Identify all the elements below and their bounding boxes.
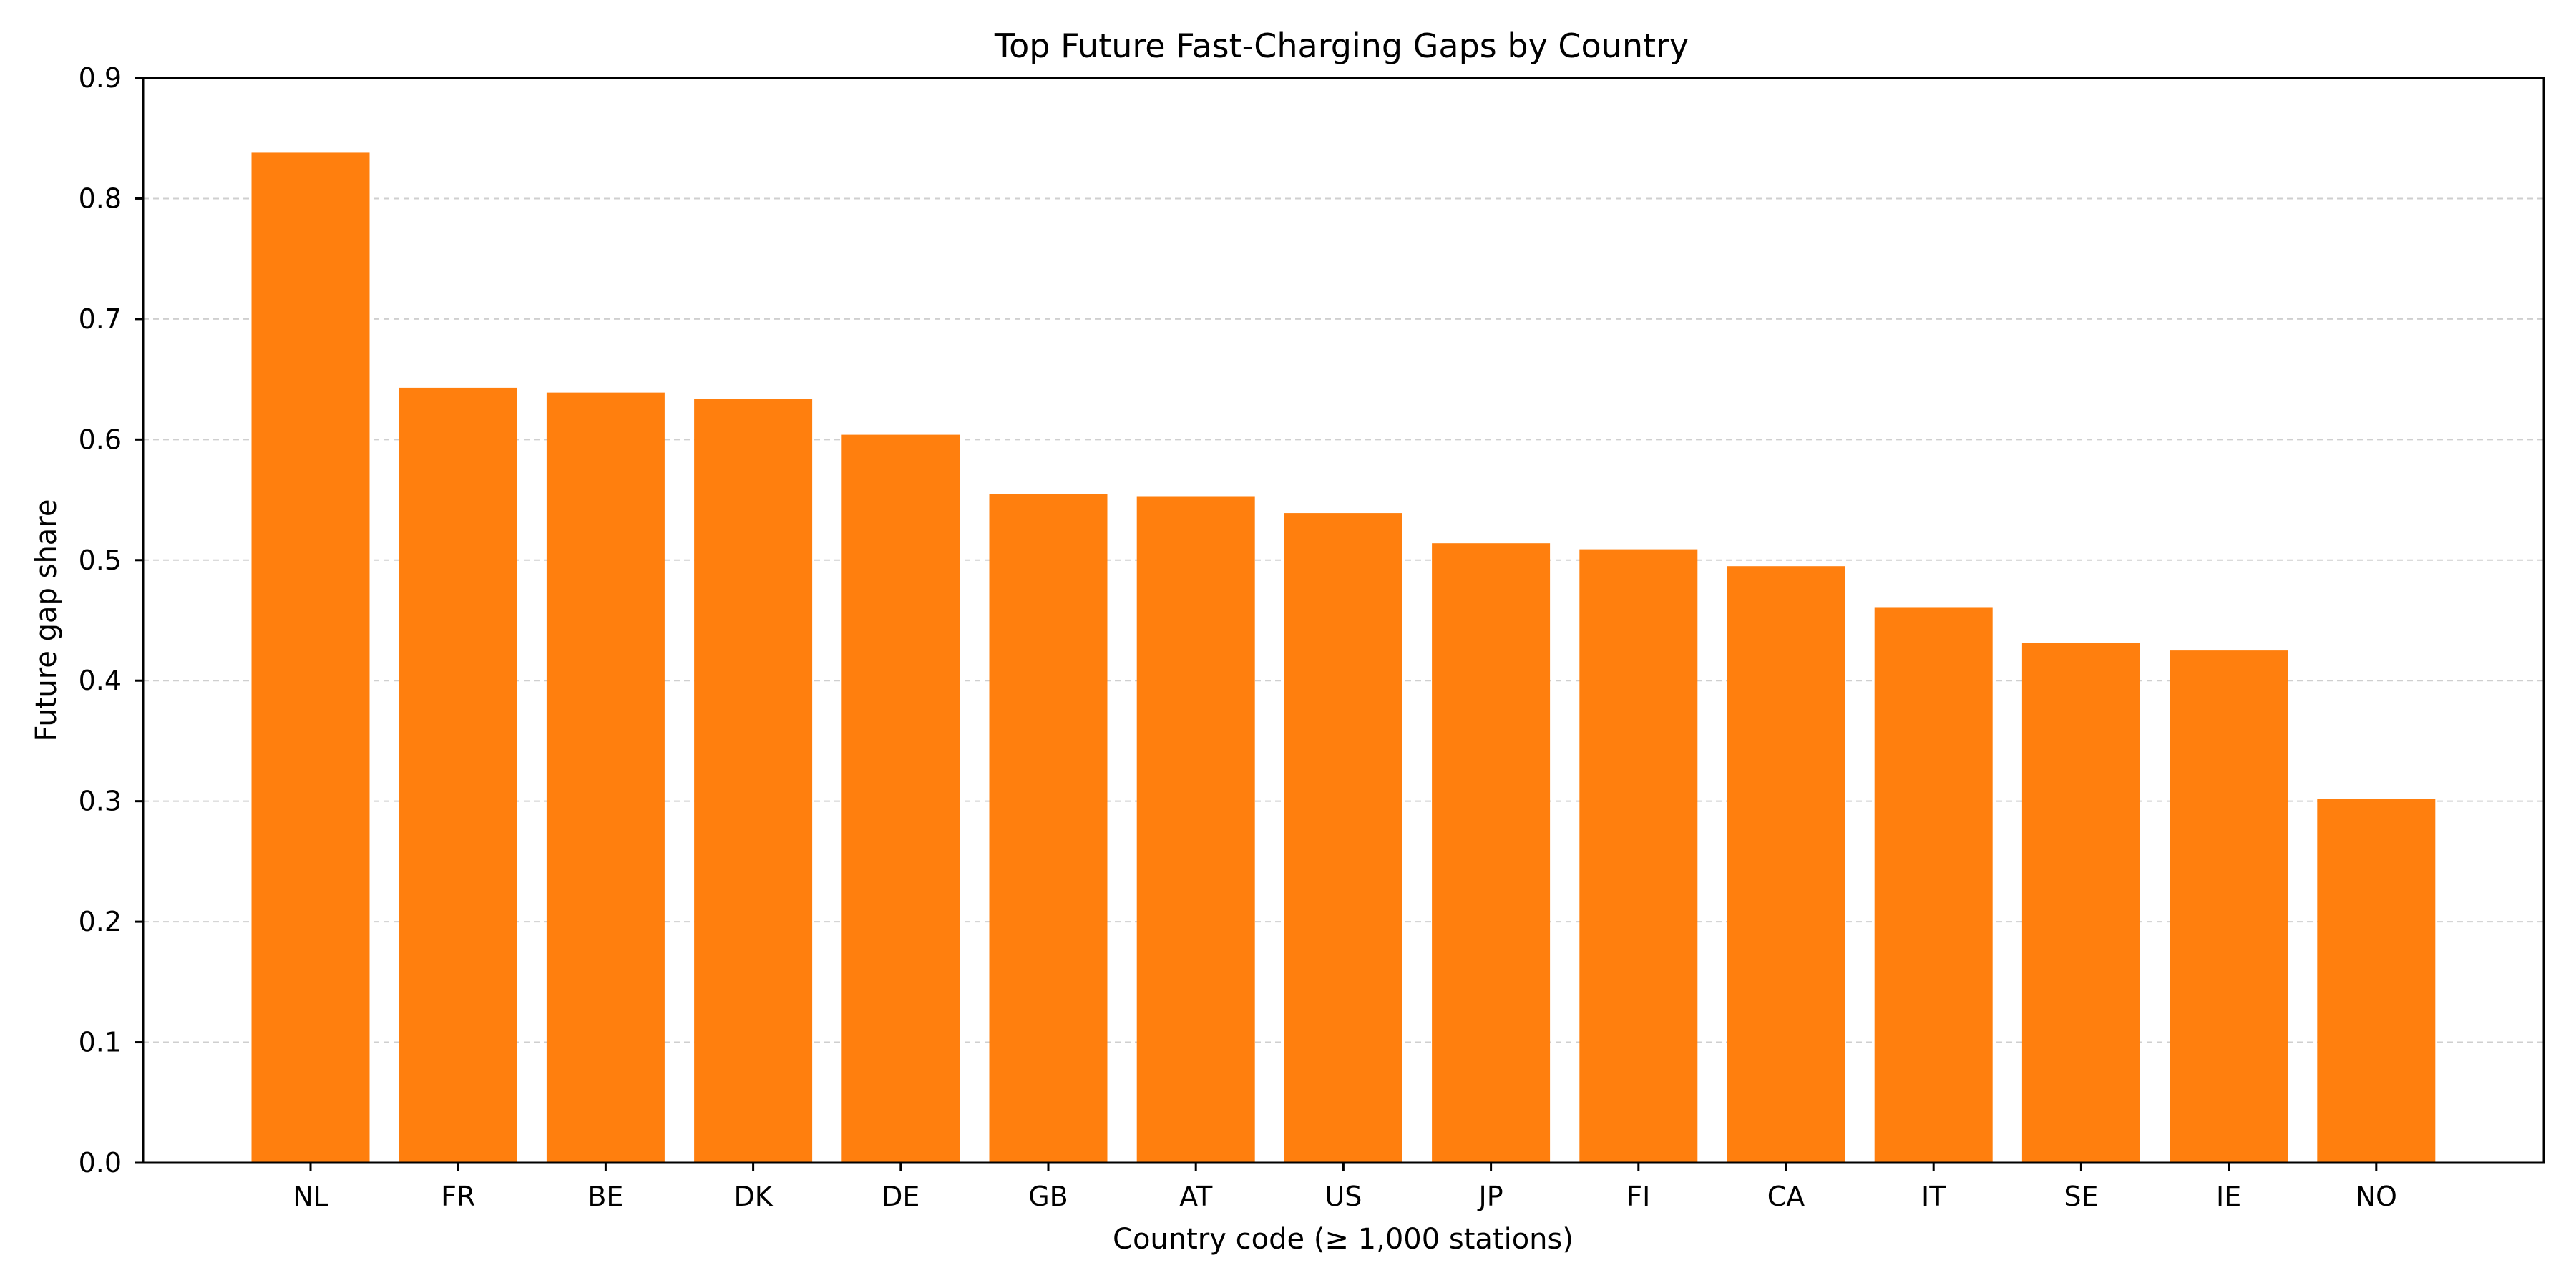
bar-ca (1727, 566, 1845, 1163)
y-tick-label: 0.6 (79, 424, 122, 455)
y-ticks: 0.0 0.1 0.2 0.3 0.4 0.5 0.6 0.7 0.8 0.9 (79, 62, 143, 1179)
bar-fr (399, 387, 517, 1163)
y-tick-label: 0.7 (79, 303, 122, 335)
bar-at (1136, 496, 1255, 1163)
y-tick-label: 0.4 (79, 665, 122, 696)
bar-dk (694, 399, 813, 1163)
x-tick-label: NL (293, 1181, 328, 1212)
x-tick-label: IE (2216, 1181, 2241, 1212)
y-tick-label: 0.1 (79, 1027, 122, 1058)
y-axis-label: Future gap share (30, 499, 63, 742)
y-tick-label: 0.0 (79, 1147, 122, 1179)
y-tick-label: 0.3 (79, 786, 122, 817)
bar-jp (1432, 543, 1551, 1163)
y-tick-label: 0.9 (79, 62, 122, 94)
x-tick-label: BE (587, 1181, 623, 1212)
bars (251, 152, 2436, 1163)
x-tick-label: SE (2064, 1181, 2098, 1212)
x-tick-label: FI (1626, 1181, 1650, 1212)
x-tick-label: CA (1767, 1181, 1805, 1212)
x-tick-label: DE (882, 1181, 919, 1212)
y-tick-label: 0.5 (79, 545, 122, 576)
bar-ie (2170, 650, 2288, 1163)
x-tick-label: AT (1179, 1181, 1213, 1212)
bar-de (841, 434, 960, 1163)
bar-se (2021, 643, 2140, 1163)
bar-nl (251, 152, 370, 1163)
bar-it (1874, 607, 1993, 1163)
x-tick-label: GB (1028, 1181, 1068, 1212)
x-tick-label: US (1324, 1181, 1362, 1212)
bar-gb (989, 494, 1108, 1163)
x-tick-label: DK (734, 1181, 774, 1212)
y-tick-label: 0.8 (79, 182, 122, 214)
x-axis-label: Country code (≥ 1,000 stations) (1113, 1223, 1574, 1256)
bar-fi (1579, 549, 1698, 1163)
chart-title: Top Future Fast-Charging Gaps by Country (994, 26, 1689, 65)
bar-be (546, 392, 665, 1163)
bar-no (2317, 799, 2436, 1163)
x-ticks: NL FR BE DK DE GB AT US JP FI CA IT SE IE NO (293, 1163, 2397, 1212)
x-tick-label: JP (1478, 1181, 1503, 1212)
x-tick-label: FR (441, 1181, 475, 1212)
bar-us (1284, 513, 1402, 1163)
x-tick-label: IT (1921, 1181, 1946, 1212)
x-tick-label: NO (2356, 1181, 2397, 1212)
y-tick-label: 0.2 (79, 906, 122, 937)
